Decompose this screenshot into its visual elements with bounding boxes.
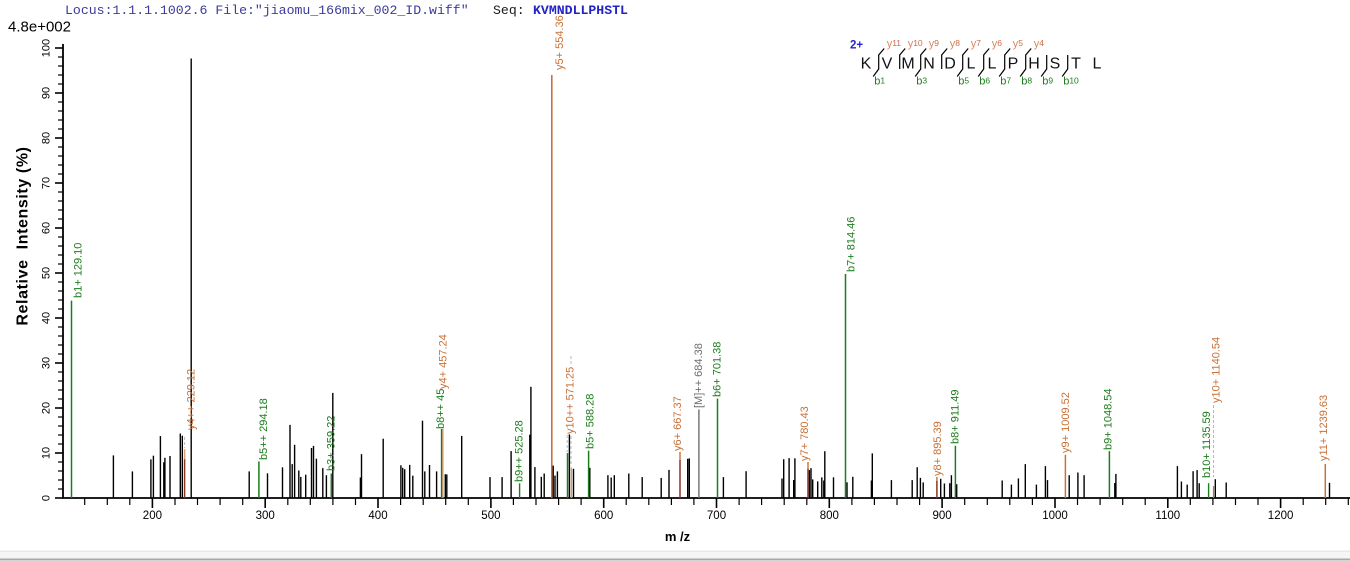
svg-text:90: 90: [41, 87, 53, 99]
svg-text:y4: y4: [1034, 38, 1045, 50]
svg-text:b9: b9: [1042, 76, 1053, 88]
svg-text:20: 20: [41, 402, 53, 414]
svg-text:30: 30: [41, 357, 53, 369]
svg-text:b3+ 359.22: b3+ 359.22: [325, 416, 337, 471]
svg-text:y11: y11: [887, 38, 902, 50]
svg-text:300: 300: [256, 510, 275, 522]
svg-text:y7: y7: [971, 38, 982, 50]
svg-text:b5: b5: [958, 76, 969, 88]
svg-text:y10: y10: [908, 38, 923, 50]
svg-text:L: L: [988, 56, 997, 73]
svg-text:y6: y6: [992, 38, 1003, 50]
svg-text:80: 80: [41, 132, 53, 144]
svg-text:M: M: [901, 56, 914, 73]
svg-text:m /z: m /z: [665, 529, 691, 544]
svg-text:b6: b6: [979, 76, 990, 88]
svg-text:b1: b1: [874, 76, 885, 88]
svg-text:y4++ 229.12: y4++ 229.12: [186, 369, 198, 430]
svg-text:[M]++ 684.38: [M]++ 684.38: [693, 343, 705, 408]
svg-text:1100: 1100: [1155, 510, 1180, 522]
svg-text:2+: 2+: [850, 40, 863, 52]
svg-text:b1+ 129.10: b1+ 129.10: [73, 243, 85, 298]
svg-text:P: P: [1008, 56, 1019, 73]
svg-text:0: 0: [41, 495, 53, 501]
svg-text:1000: 1000: [1042, 510, 1068, 522]
svg-text:b10: b10: [1063, 76, 1079, 88]
svg-text:Locus:1.1.1.1002.6 File:"jiaom: Locus:1.1.1.1002.6 File:"jiaomu_166mix_0…: [65, 3, 469, 18]
svg-text:y10+ 1140.54: y10+ 1140.54: [1211, 337, 1223, 403]
svg-text:b6+ 701.38: b6+ 701.38: [712, 342, 724, 397]
svg-text:H: H: [1028, 56, 1040, 73]
svg-text:200: 200: [143, 510, 162, 522]
svg-text:y9+ 1009.52: y9+ 1009.52: [1060, 392, 1072, 453]
svg-text:y4+ 457.24: y4+ 457.24: [438, 334, 450, 389]
svg-text:100: 100: [41, 39, 53, 57]
svg-text:b5++ 294.18: b5++ 294.18: [258, 398, 270, 460]
svg-text:40: 40: [41, 312, 53, 324]
svg-text:60: 60: [41, 222, 53, 234]
svg-text:S: S: [1050, 56, 1061, 73]
svg-text:b7+ 814.46: b7+ 814.46: [846, 217, 858, 272]
svg-text:L: L: [1093, 56, 1102, 73]
svg-text:10: 10: [41, 447, 53, 459]
svg-text:y7+ 780.43: y7+ 780.43: [799, 406, 811, 461]
svg-text:b8: b8: [1021, 76, 1032, 88]
svg-text:y8: y8: [950, 38, 961, 50]
svg-text:50: 50: [41, 267, 53, 279]
svg-text:800: 800: [820, 510, 839, 522]
svg-text:b9+ 1048.54: b9+ 1048.54: [1103, 389, 1115, 450]
svg-text:KVMNDLLPHSTL: KVMNDLLPHSTL: [533, 3, 628, 18]
svg-text:K: K: [861, 56, 872, 73]
svg-text:b3: b3: [916, 76, 927, 88]
svg-text:T: T: [1071, 56, 1081, 73]
svg-text:D: D: [944, 56, 956, 73]
svg-text:b5+ 588.28: b5+ 588.28: [584, 394, 596, 449]
svg-text:N: N: [923, 56, 935, 73]
svg-text:900: 900: [933, 510, 952, 522]
svg-text:600: 600: [594, 510, 613, 522]
svg-text:Seq:: Seq:: [493, 3, 525, 18]
svg-text:b8+ 911.49: b8+ 911.49: [949, 389, 961, 444]
svg-text:400: 400: [368, 510, 387, 522]
svg-text:y8+ 895.39: y8+ 895.39: [932, 421, 944, 476]
svg-text:y9: y9: [929, 38, 940, 50]
svg-text:y11+ 1239.63: y11+ 1239.63: [1318, 395, 1330, 461]
svg-text:y5+ 554.36: y5+ 554.36: [554, 15, 566, 70]
svg-text:b10+ 1135.59: b10+ 1135.59: [1201, 411, 1213, 478]
svg-text:4.8e+002: 4.8e+002: [8, 19, 71, 36]
svg-text:y10++ 571.25: y10++ 571.25: [565, 367, 577, 434]
svg-text:70: 70: [41, 177, 53, 189]
svg-text:500: 500: [481, 510, 500, 522]
svg-text:Relative Intensity (%): Relative Intensity (%): [15, 146, 32, 325]
svg-text:b7: b7: [1000, 76, 1011, 88]
svg-text:700: 700: [707, 510, 726, 522]
svg-text:L: L: [967, 56, 976, 73]
svg-text:1200: 1200: [1268, 510, 1294, 522]
svg-text:b8++ 45: b8++ 45: [435, 389, 447, 429]
svg-text:b9++ 525.28: b9++ 525.28: [514, 420, 526, 482]
svg-text:y5: y5: [1013, 38, 1024, 50]
svg-text:V: V: [882, 56, 893, 73]
svg-text:y6+ 667.37: y6+ 667.37: [672, 396, 684, 451]
